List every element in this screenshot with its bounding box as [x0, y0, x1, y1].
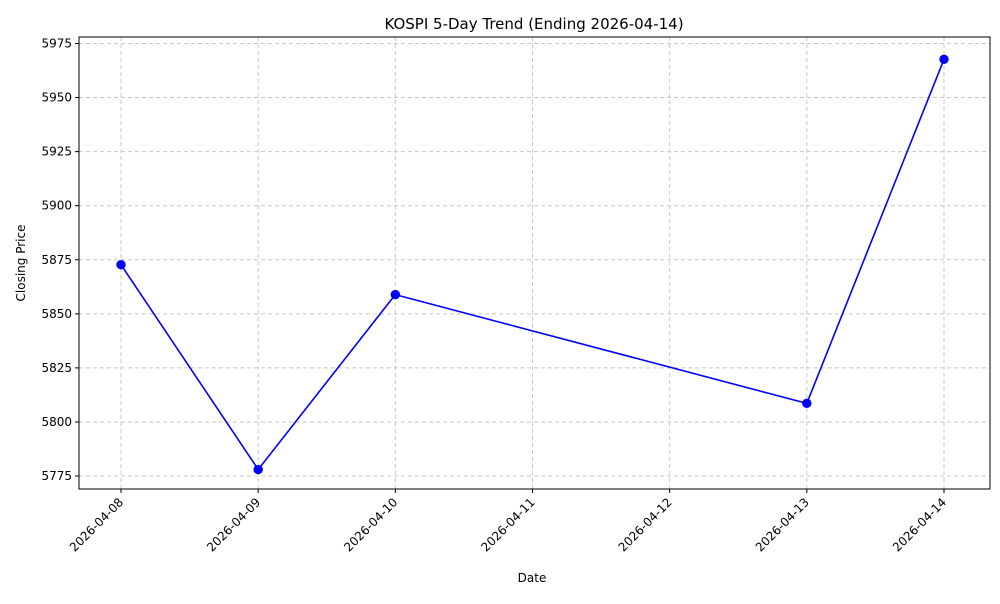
grid: [79, 37, 990, 489]
data-point-marker: [116, 260, 126, 270]
chart-title: KOSPI 5-Day Trend (Ending 2026-04-14): [384, 15, 683, 33]
y-tick-label: 5975: [41, 36, 72, 50]
y-tick-label: 5875: [41, 253, 72, 267]
y-tick-label: 5950: [41, 91, 72, 105]
data-point-marker: [253, 464, 263, 475]
x-axis-label: Date: [518, 571, 547, 585]
y-tick-label: 5925: [41, 145, 72, 159]
data-point-marker: [939, 54, 949, 64]
y-tick-label: 5900: [41, 199, 72, 213]
series: [116, 54, 949, 475]
y-tick-label: 5825: [41, 361, 72, 375]
y-tick-label: 5800: [41, 415, 72, 429]
y-tick-label: 5850: [41, 307, 72, 321]
data-point-marker: [390, 289, 401, 300]
data-point-marker: [802, 398, 812, 409]
plot-frame: [78, 36, 991, 490]
y-axis-label: Closing Price: [14, 225, 28, 302]
y-tick-label: 5775: [41, 469, 72, 483]
